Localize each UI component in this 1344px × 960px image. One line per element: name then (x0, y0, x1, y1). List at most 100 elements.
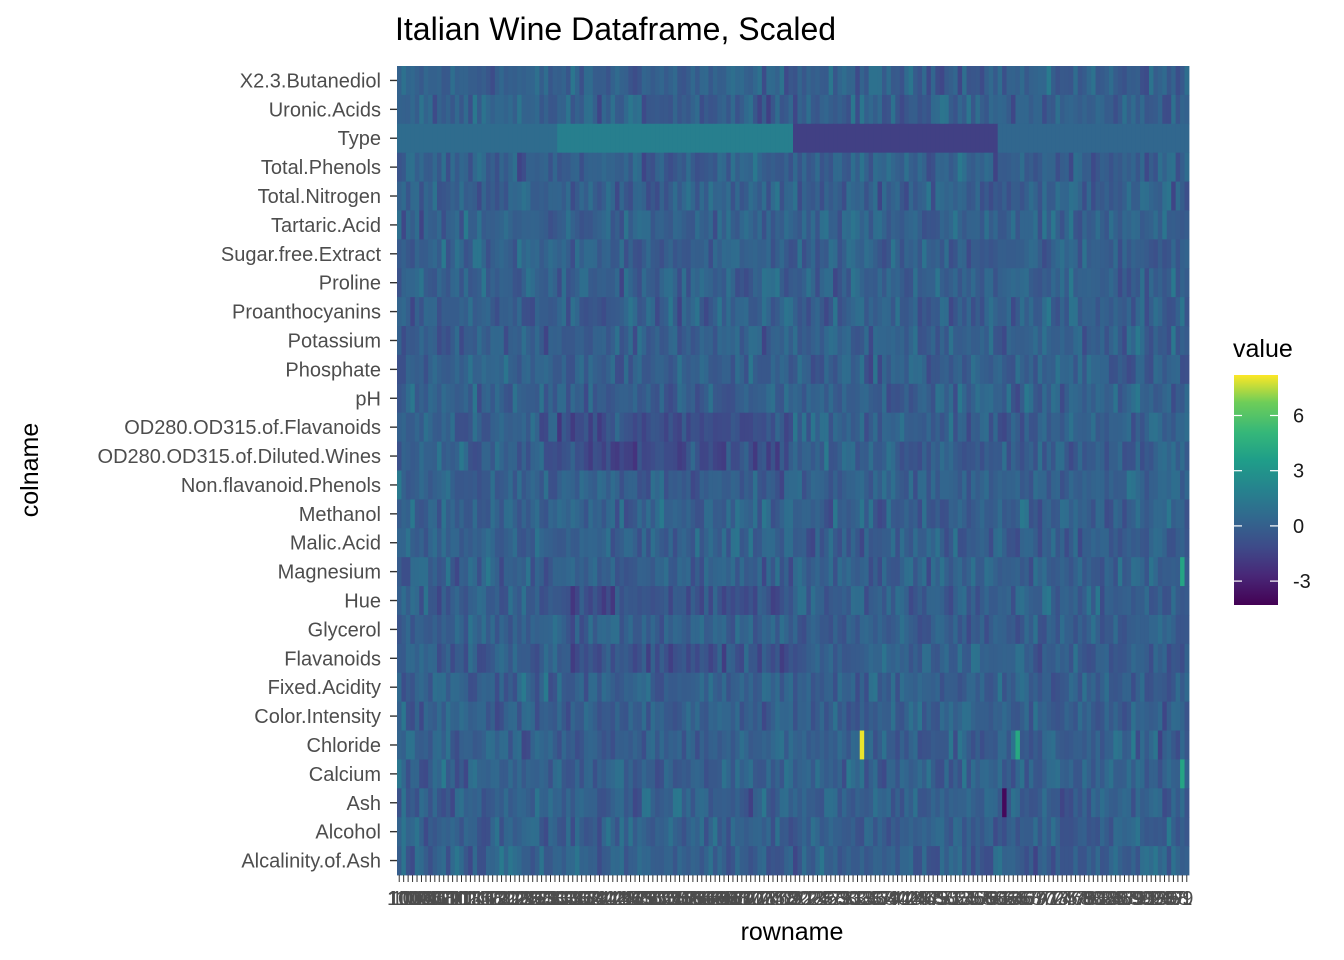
heatmap-cell (966, 297, 972, 327)
heatmap-cell (619, 557, 625, 587)
heatmap-cell (646, 123, 652, 154)
heatmap-cell (552, 152, 558, 182)
heatmap-cell (895, 817, 901, 847)
heatmap-cell (668, 441, 674, 471)
heatmap-cell (833, 672, 838, 703)
heatmap-cell (663, 354, 669, 385)
heatmap-cell (944, 643, 950, 674)
heatmap-cell (1171, 586, 1177, 616)
heatmap-cell (877, 210, 883, 240)
heatmap-cell (810, 528, 816, 558)
heatmap-cell (437, 759, 442, 789)
heatmap-cell (1122, 817, 1128, 847)
heatmap-cell (735, 297, 741, 327)
heatmap-cell (610, 239, 616, 269)
heatmap-cell (1064, 672, 1070, 703)
heatmap-cell (1175, 383, 1181, 414)
heatmap-cell (490, 210, 496, 240)
heatmap-cell (628, 643, 634, 674)
heatmap-cell (1144, 412, 1150, 442)
heatmap-cell (428, 470, 433, 500)
heatmap-cell (690, 586, 696, 616)
heatmap-cell (1037, 441, 1043, 471)
heatmap-cell (552, 297, 558, 327)
heatmap-cell (1011, 643, 1016, 674)
heatmap-cell (481, 123, 487, 154)
heatmap-cell (485, 528, 491, 558)
heatmap-cell (962, 528, 967, 558)
heatmap-cell (699, 586, 705, 616)
heatmap-cell (993, 586, 999, 616)
heatmap-cell (566, 846, 571, 876)
heatmap-cell (1117, 268, 1123, 298)
heatmap-cell (699, 701, 705, 731)
heatmap-cell (788, 181, 794, 211)
heatmap-cell (1082, 759, 1088, 789)
heatmap-cell (1144, 354, 1150, 385)
heatmap-cell (508, 123, 514, 154)
heatmap-cell (521, 152, 527, 182)
heatmap-cell (784, 788, 789, 818)
heatmap-cell (1015, 759, 1021, 789)
heatmap-cell (646, 643, 652, 674)
heatmap-cell (1046, 412, 1052, 442)
heatmap-cell (410, 817, 416, 847)
heatmap-cell (979, 123, 985, 154)
heatmap-cell (606, 326, 611, 356)
heatmap-cell (588, 123, 594, 154)
heatmap-cell (699, 441, 705, 471)
heatmap-cell (405, 788, 411, 818)
heatmap-cell (1171, 643, 1177, 674)
heatmap-cell (1175, 586, 1181, 616)
heatmap-cell (1051, 614, 1056, 645)
heatmap-cell (588, 643, 594, 674)
heatmap-cell (895, 239, 901, 269)
heatmap-cell (401, 123, 407, 154)
heatmap-cell (597, 123, 603, 154)
heatmap-cell (877, 586, 883, 616)
heatmap-cell (566, 817, 571, 847)
heatmap-cell (454, 297, 460, 327)
heatmap-cell (646, 152, 652, 182)
heatmap-cell (1082, 499, 1088, 529)
heatmap-cell (615, 817, 620, 847)
heatmap-cell (744, 643, 749, 674)
heatmap-cell (463, 326, 469, 356)
heatmap-cell (988, 643, 994, 674)
heatmap-cell (1073, 528, 1079, 558)
heatmap-cell (917, 441, 923, 471)
heatmap-cell (517, 788, 522, 818)
heatmap-cell (1126, 383, 1132, 414)
heatmap-cell (512, 123, 518, 154)
heatmap-cell (948, 788, 954, 818)
heatmap-cell (717, 297, 723, 327)
heatmap-cell (975, 470, 981, 500)
heatmap-cell (583, 846, 589, 876)
heatmap-cell (512, 730, 518, 760)
heatmap-cell (1104, 412, 1110, 442)
heatmap-cell (566, 123, 571, 154)
heatmap-cell (601, 94, 607, 125)
heatmap-cell (1095, 557, 1101, 587)
heatmap-cell (437, 210, 442, 240)
heatmap-cell (922, 123, 927, 154)
heatmap-cell (739, 326, 745, 356)
heatmap-cell (1126, 586, 1132, 616)
heatmap-cell (1180, 701, 1185, 731)
heatmap-cell (1180, 297, 1185, 327)
heatmap-cell (397, 94, 402, 125)
heatmap-cell (801, 66, 807, 96)
heatmap-cell (548, 441, 554, 471)
heatmap-cell (1108, 268, 1114, 298)
heatmap-cell (1055, 614, 1061, 645)
heatmap-cell (601, 846, 607, 876)
heatmap-cell (726, 412, 732, 442)
heatmap-cell (677, 152, 683, 182)
heatmap-cell (1028, 383, 1034, 414)
heatmap-cell (672, 499, 678, 529)
heatmap-cell (494, 730, 500, 760)
heatmap-cell (1051, 210, 1056, 240)
heatmap-cell (1095, 730, 1101, 760)
heatmap-cell (1046, 846, 1052, 876)
heatmap-cell (663, 643, 669, 674)
